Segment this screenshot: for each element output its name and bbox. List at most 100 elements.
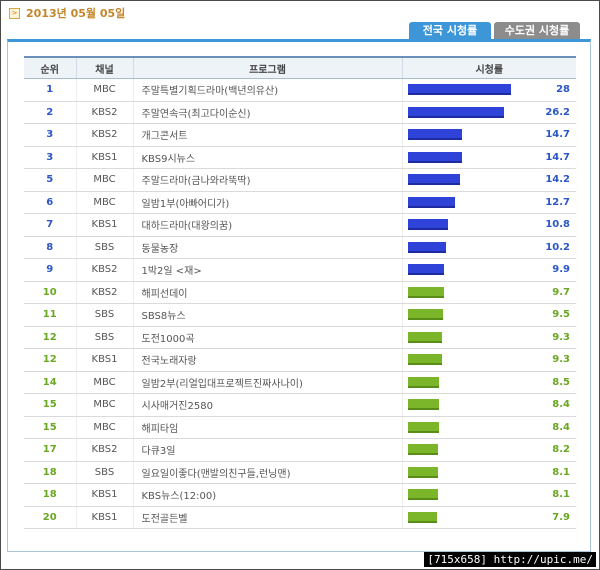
program-cell: KBS9시뉴스 [132,146,402,169]
rating-cell: 28 [401,78,576,102]
rating-value: 9.3 [552,331,570,343]
rating-cell: 14.7 [401,146,576,169]
column-header-channel: 채널 [75,56,133,79]
rating-bar [407,219,448,230]
program-cell: 다큐3일 [132,438,402,462]
rank-cell: 18 [24,461,76,484]
program-cell: SBS8뉴스 [132,303,402,327]
rank-cell: 6 [24,191,76,214]
program-cell: 전국노래자랑 [132,348,402,372]
rank-cell: 9 [24,258,76,282]
program-cell: 도전1000곡 [132,326,402,349]
rank-cell: 15 [24,393,76,417]
rating-bar [407,151,462,163]
channel-cell: KBS2 [75,258,133,282]
rating-value: 10.2 [545,241,570,253]
channel-cell: KBS1 [75,506,133,529]
rank-cell: 18 [24,483,76,507]
channel-cell: SBS [75,303,133,327]
column-header-rating: 시청률 [401,56,576,79]
rating-value: 14.2 [545,174,570,185]
table-row: 11 SBS SBS8뉴스 9.5 [24,303,576,327]
program-cell: 주말특별기획드라마(백년의유산) [132,78,402,102]
rating-bar [407,331,442,343]
rank-cell: 1 [24,78,76,102]
rank-cell: 20 [24,506,76,529]
program-cell: 해피선데이 [132,281,402,304]
rating-value: 9.7 [552,286,570,298]
rating-value: 9.5 [552,309,570,320]
rating-value: 8.1 [552,489,570,500]
channel-cell: KBS1 [75,146,133,169]
rank-cell: 12 [24,326,76,349]
table-row: 8 SBS 동물농장 10.2 [24,236,576,259]
rating-cell: 14.7 [401,123,576,147]
column-header-rank: 순위 [24,56,76,79]
broadcast-date: 2013년 05월 05일 [26,7,126,20]
table-row: 12 KBS1 전국노래자랑 9.3 [24,348,576,372]
rank-cell: 5 [24,168,76,192]
rating-bar [407,421,439,433]
rating-value: 12.7 [545,196,570,208]
table-row: 12 SBS 도전1000곡 9.3 [24,326,576,349]
rating-cell: 12.7 [401,191,576,214]
rating-bar [407,444,438,455]
rating-cell: 7.9 [401,506,576,529]
program-cell: 대하드라마(대왕의꿈) [132,213,402,237]
rating-bar [407,174,460,185]
table-row: 18 KBS1 KBS뉴스(12:00) 8.1 [24,483,576,507]
rating-cell: 8.1 [401,483,576,507]
table-row: 7 KBS1 대하드라마(대왕의꿈) 10.8 [24,213,576,237]
rating-value: 9.3 [552,354,570,365]
table-row: 3 KBS1 KBS9시뉴스 14.7 [24,146,576,169]
rating-cell: 8.1 [401,461,576,484]
rank-cell: 3 [24,123,76,147]
rating-value: 10.8 [545,219,570,230]
rating-bar [407,106,504,118]
rating-bar [407,286,444,298]
table-row: 3 KBS2 개그콘서트 14.7 [24,123,576,147]
rating-cell: 9.3 [401,326,576,349]
rating-cell: 9.5 [401,303,576,327]
channel-cell: SBS [75,461,133,484]
channel-cell: MBC [75,78,133,102]
rating-value: 8.4 [552,421,570,433]
program-cell: 해피타임 [132,416,402,439]
rating-bar [407,354,442,365]
table-row: 10 KBS2 해피선데이 9.7 [24,281,576,304]
rating-cell: 10.2 [401,236,576,259]
rank-cell: 7 [24,213,76,237]
rating-bar [407,241,446,253]
rating-value: 14.7 [545,151,570,163]
tab-capital-region[interactable]: 수도권 시청률 [494,22,580,39]
channel-cell: MBC [75,416,133,439]
channel-cell: MBC [75,393,133,417]
channel-cell: KBS2 [75,281,133,304]
rank-cell: 12 [24,348,76,372]
table-row: 6 MBC 일밤1부(아빠어디가) 12.7 [24,191,576,214]
rank-cell: 11 [24,303,76,327]
rating-value: 8.2 [552,444,570,455]
rating-bar [407,399,439,410]
channel-cell: KBS2 [75,123,133,147]
channel-cell: KBS1 [75,213,133,237]
rating-value: 9.9 [552,264,570,275]
channel-cell: KBS1 [75,348,133,372]
program-cell: KBS뉴스(12:00) [132,483,402,507]
rank-cell: 17 [24,438,76,462]
table-row: 2 KBS2 주말연속극(최고다이순신) 26.2 [24,101,576,124]
program-cell: 주말드라마(금나와라뚝딱) [132,168,402,192]
rating-bar [407,84,511,95]
program-cell: 1박2일 <재> [132,258,402,282]
rank-cell: 3 [24,146,76,169]
tab-nationwide[interactable]: 전국 시청률 [409,22,491,39]
program-cell: 일요일이좋다(맨발의친구들,런닝맨) [132,461,402,484]
channel-cell: MBC [75,168,133,192]
rating-bar [407,264,444,275]
program-cell: 개그콘서트 [132,123,402,147]
rating-bar [407,511,437,523]
rating-value: 8.4 [552,399,570,410]
rating-value: 28 [556,84,570,95]
channel-cell: MBC [75,191,133,214]
